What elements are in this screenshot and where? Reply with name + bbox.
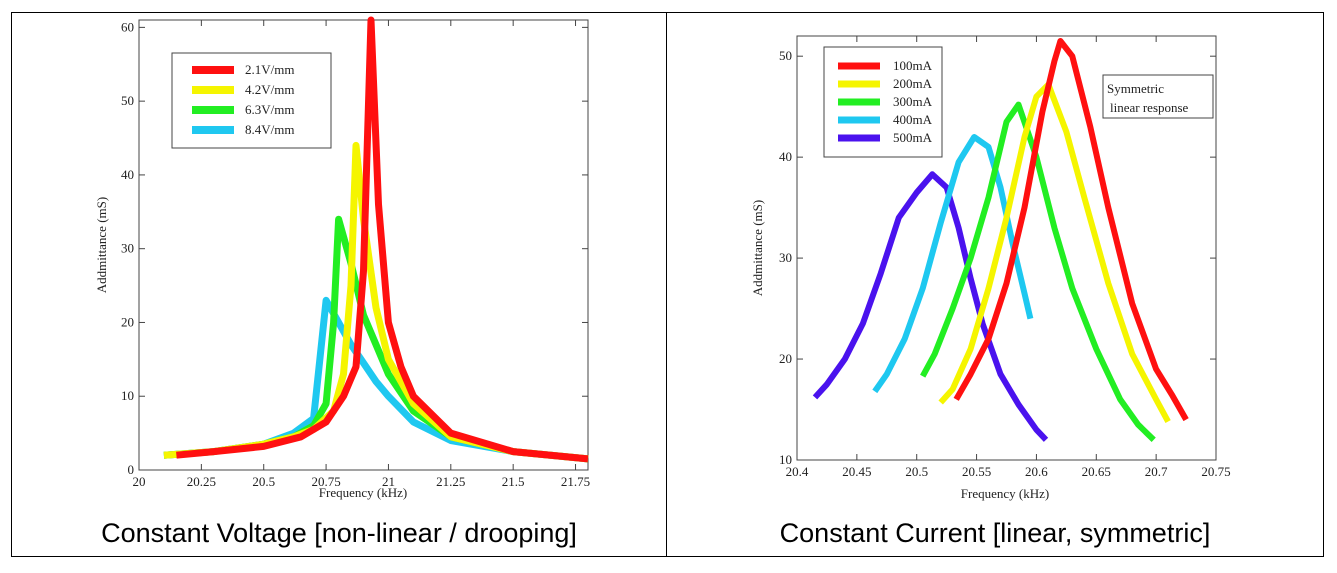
right-chart: 20.4 20.45 20.5 20.55 20.6 20.65 20.7 20.75 10 20… bbox=[750, 35, 1231, 501]
left-series-line-2-1v-mm bbox=[176, 16, 589, 463]
right-y-tick-label: 20 bbox=[779, 351, 792, 366]
left-legend-label: 6.3V/mm bbox=[245, 102, 294, 117]
left-legend-label: 2.1V/mm bbox=[245, 62, 294, 77]
left-x-tick-label: 20.5 bbox=[252, 474, 275, 489]
right-legend-label: 200mA bbox=[893, 76, 933, 91]
left-chart: 20 20.25 20.5 20.75 21 21.25 21.5 21.75 0 10 20 30 4… bbox=[94, 16, 590, 500]
right-y-axis-label: Addmittance (mS) bbox=[750, 200, 765, 296]
right-x-tick-label: 20.75 bbox=[1201, 464, 1230, 479]
right-legend-label: 100mA bbox=[893, 58, 933, 73]
right-annotation: Symmetric linear response bbox=[1102, 74, 1214, 119]
annotation-line-1: Symmetric bbox=[1107, 81, 1164, 96]
left-legend-items: 2.1V/mm 4.2V/mm 6.3V/mm 8.4V/mm bbox=[192, 62, 294, 137]
annotation-box bbox=[1102, 74, 1214, 119]
left-legend-label: 8.4V/mm bbox=[245, 122, 294, 137]
left-x-tick-label: 20.25 bbox=[187, 474, 216, 489]
right-caption: Constant Current [linear, symmetric] bbox=[779, 518, 1211, 548]
right-series-line-100ma bbox=[953, 38, 1189, 422]
left-legend-label: 4.2V/mm bbox=[245, 82, 294, 97]
left-legend: 2.1V/mm 4.2V/mm 6.3V/mm 8.4V/mm bbox=[171, 52, 332, 149]
right-legend-items: 100mA 200mA 300mA 400mA 500mA bbox=[838, 58, 933, 145]
right-y-tick-label: 10 bbox=[779, 452, 792, 467]
right-legend-label: 500mA bbox=[893, 130, 933, 145]
left-y-axis-label: Addmittance (mS) bbox=[94, 197, 109, 293]
right-x-tick-label: 20.45 bbox=[842, 464, 871, 479]
left-x-tick-label: 21.75 bbox=[561, 474, 590, 489]
left-x-tick-label: 21 bbox=[382, 474, 395, 489]
left-series-group bbox=[163, 16, 589, 463]
left-y-tick-label: 30 bbox=[121, 241, 134, 256]
right-series-group bbox=[812, 38, 1189, 442]
left-x-tick-label: 21.25 bbox=[436, 474, 465, 489]
right-x-tick-label: 20.5 bbox=[905, 464, 928, 479]
right-x-tick-label: 20.55 bbox=[962, 464, 991, 479]
right-y-tick-label: 40 bbox=[779, 149, 792, 164]
right-x-tick-label: 20.4 bbox=[786, 464, 809, 479]
right-x-tick-label: 20.6 bbox=[1025, 464, 1048, 479]
annotation-line-2: linear response bbox=[1110, 100, 1189, 115]
right-legend-label: 400mA bbox=[893, 112, 933, 127]
left-x-axis-label: Frequency (kHz) bbox=[319, 485, 407, 500]
left-y-tick-label: 40 bbox=[121, 167, 134, 182]
left-y-tick-label: 60 bbox=[121, 19, 134, 34]
left-y-tick-label: 20 bbox=[121, 314, 134, 329]
right-y-tick-label: 30 bbox=[779, 250, 792, 265]
left-x-tick-label: 21.5 bbox=[502, 474, 525, 489]
right-x-axis-label: Frequency (kHz) bbox=[961, 486, 1049, 501]
right-series-line-200ma bbox=[938, 81, 1171, 424]
left-caption: Constant Voltage [non-linear / drooping] bbox=[101, 518, 577, 548]
panel-divider bbox=[666, 12, 667, 557]
left-x-tick-label: 20.75 bbox=[311, 474, 340, 489]
right-x-tick-label: 20.65 bbox=[1082, 464, 1111, 479]
left-x-tick-label: 20 bbox=[133, 474, 146, 489]
right-legend: 100mA 200mA 300mA 400mA 500mA bbox=[823, 46, 943, 158]
right-legend-label: 300mA bbox=[893, 94, 933, 109]
left-y-tick-label: 10 bbox=[121, 388, 134, 403]
right-y-tick-label: 50 bbox=[779, 48, 792, 63]
right-series-line-500ma bbox=[812, 171, 1049, 442]
right-x-tick-label: 20.7 bbox=[1145, 464, 1168, 479]
right-tick-group: 20.4 20.45 20.5 20.55 20.6 20.65 20.7 20.75 10 20… bbox=[779, 36, 1231, 479]
figure-frame bbox=[11, 12, 1324, 557]
left-tick-group: 20 20.25 20.5 20.75 21 21.25 21.5 21.75 0 10 20 30 4… bbox=[121, 19, 590, 489]
left-y-tick-label: 0 bbox=[128, 462, 135, 477]
left-y-tick-label: 50 bbox=[121, 93, 134, 108]
